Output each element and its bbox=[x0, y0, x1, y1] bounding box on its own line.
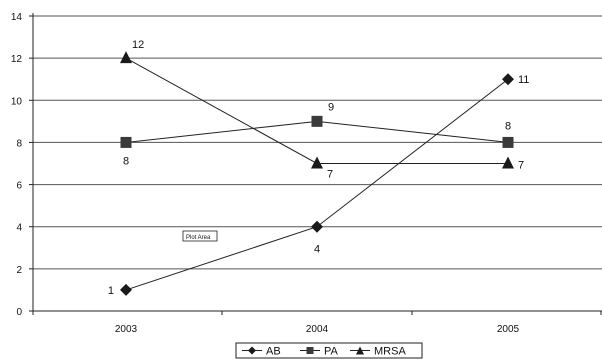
legend-label-mrsa: MRSA bbox=[374, 346, 406, 358]
marker-mrsa-2004 bbox=[311, 156, 323, 169]
y-tick-label-4: 4 bbox=[16, 223, 22, 234]
legend-box bbox=[235, 342, 423, 359]
legend-marker-mrsa bbox=[356, 346, 364, 355]
series-line-mrsa bbox=[125, 57, 508, 164]
legend-marker-pa bbox=[306, 347, 314, 354]
data-label-ab-2005: 11 bbox=[518, 74, 529, 86]
marker-pa-2005 bbox=[502, 136, 514, 148]
marker-pa-2004 bbox=[311, 115, 323, 127]
marker-ab-2004 bbox=[311, 220, 323, 233]
marker-pa-2003 bbox=[120, 136, 132, 148]
series-group bbox=[120, 51, 514, 296]
y-tick-label-8: 8 bbox=[16, 138, 22, 149]
x-tick-label-2003: 2003 bbox=[115, 324, 138, 335]
marker-ab-2005 bbox=[502, 73, 514, 86]
legend-label-pa: PA bbox=[324, 346, 339, 358]
data-label-ab-2003: 1 bbox=[108, 285, 114, 297]
data-label-ab-2004: 4 bbox=[314, 244, 320, 256]
y-tick-label-10: 10 bbox=[11, 96, 23, 107]
data-label-mrsa-2003: 12 bbox=[132, 39, 144, 51]
data-label-pa-2005: 8 bbox=[505, 120, 511, 132]
data-label-pa-2004: 9 bbox=[328, 101, 334, 113]
marker-ab-2003 bbox=[120, 283, 132, 296]
y-tick-label-0: 0 bbox=[16, 307, 22, 318]
legend-label-ab: AB bbox=[266, 346, 281, 358]
y-tick-label-2: 2 bbox=[16, 265, 22, 276]
y-tick-label-12: 12 bbox=[11, 54, 23, 65]
x-tick-label-2004: 2004 bbox=[306, 324, 329, 335]
data-label-mrsa-2004: 7 bbox=[327, 169, 333, 181]
y-tick-label-14: 14 bbox=[11, 12, 23, 23]
plot-area-tooltip: Plot Area bbox=[182, 230, 218, 242]
tooltip-text: Plot Area bbox=[186, 235, 211, 241]
x-tick-label-2005: 2005 bbox=[497, 324, 520, 335]
data-label-pa-2003: 8 bbox=[123, 155, 129, 167]
data-label-mrsa-2005: 7 bbox=[518, 160, 524, 172]
legend-marker-ab bbox=[248, 346, 256, 355]
marker-mrsa-2005 bbox=[502, 156, 514, 169]
y-tick-label-6: 6 bbox=[16, 181, 22, 192]
legend: AB PA MRSA bbox=[235, 342, 423, 359]
marker-mrsa-2003 bbox=[120, 51, 132, 64]
